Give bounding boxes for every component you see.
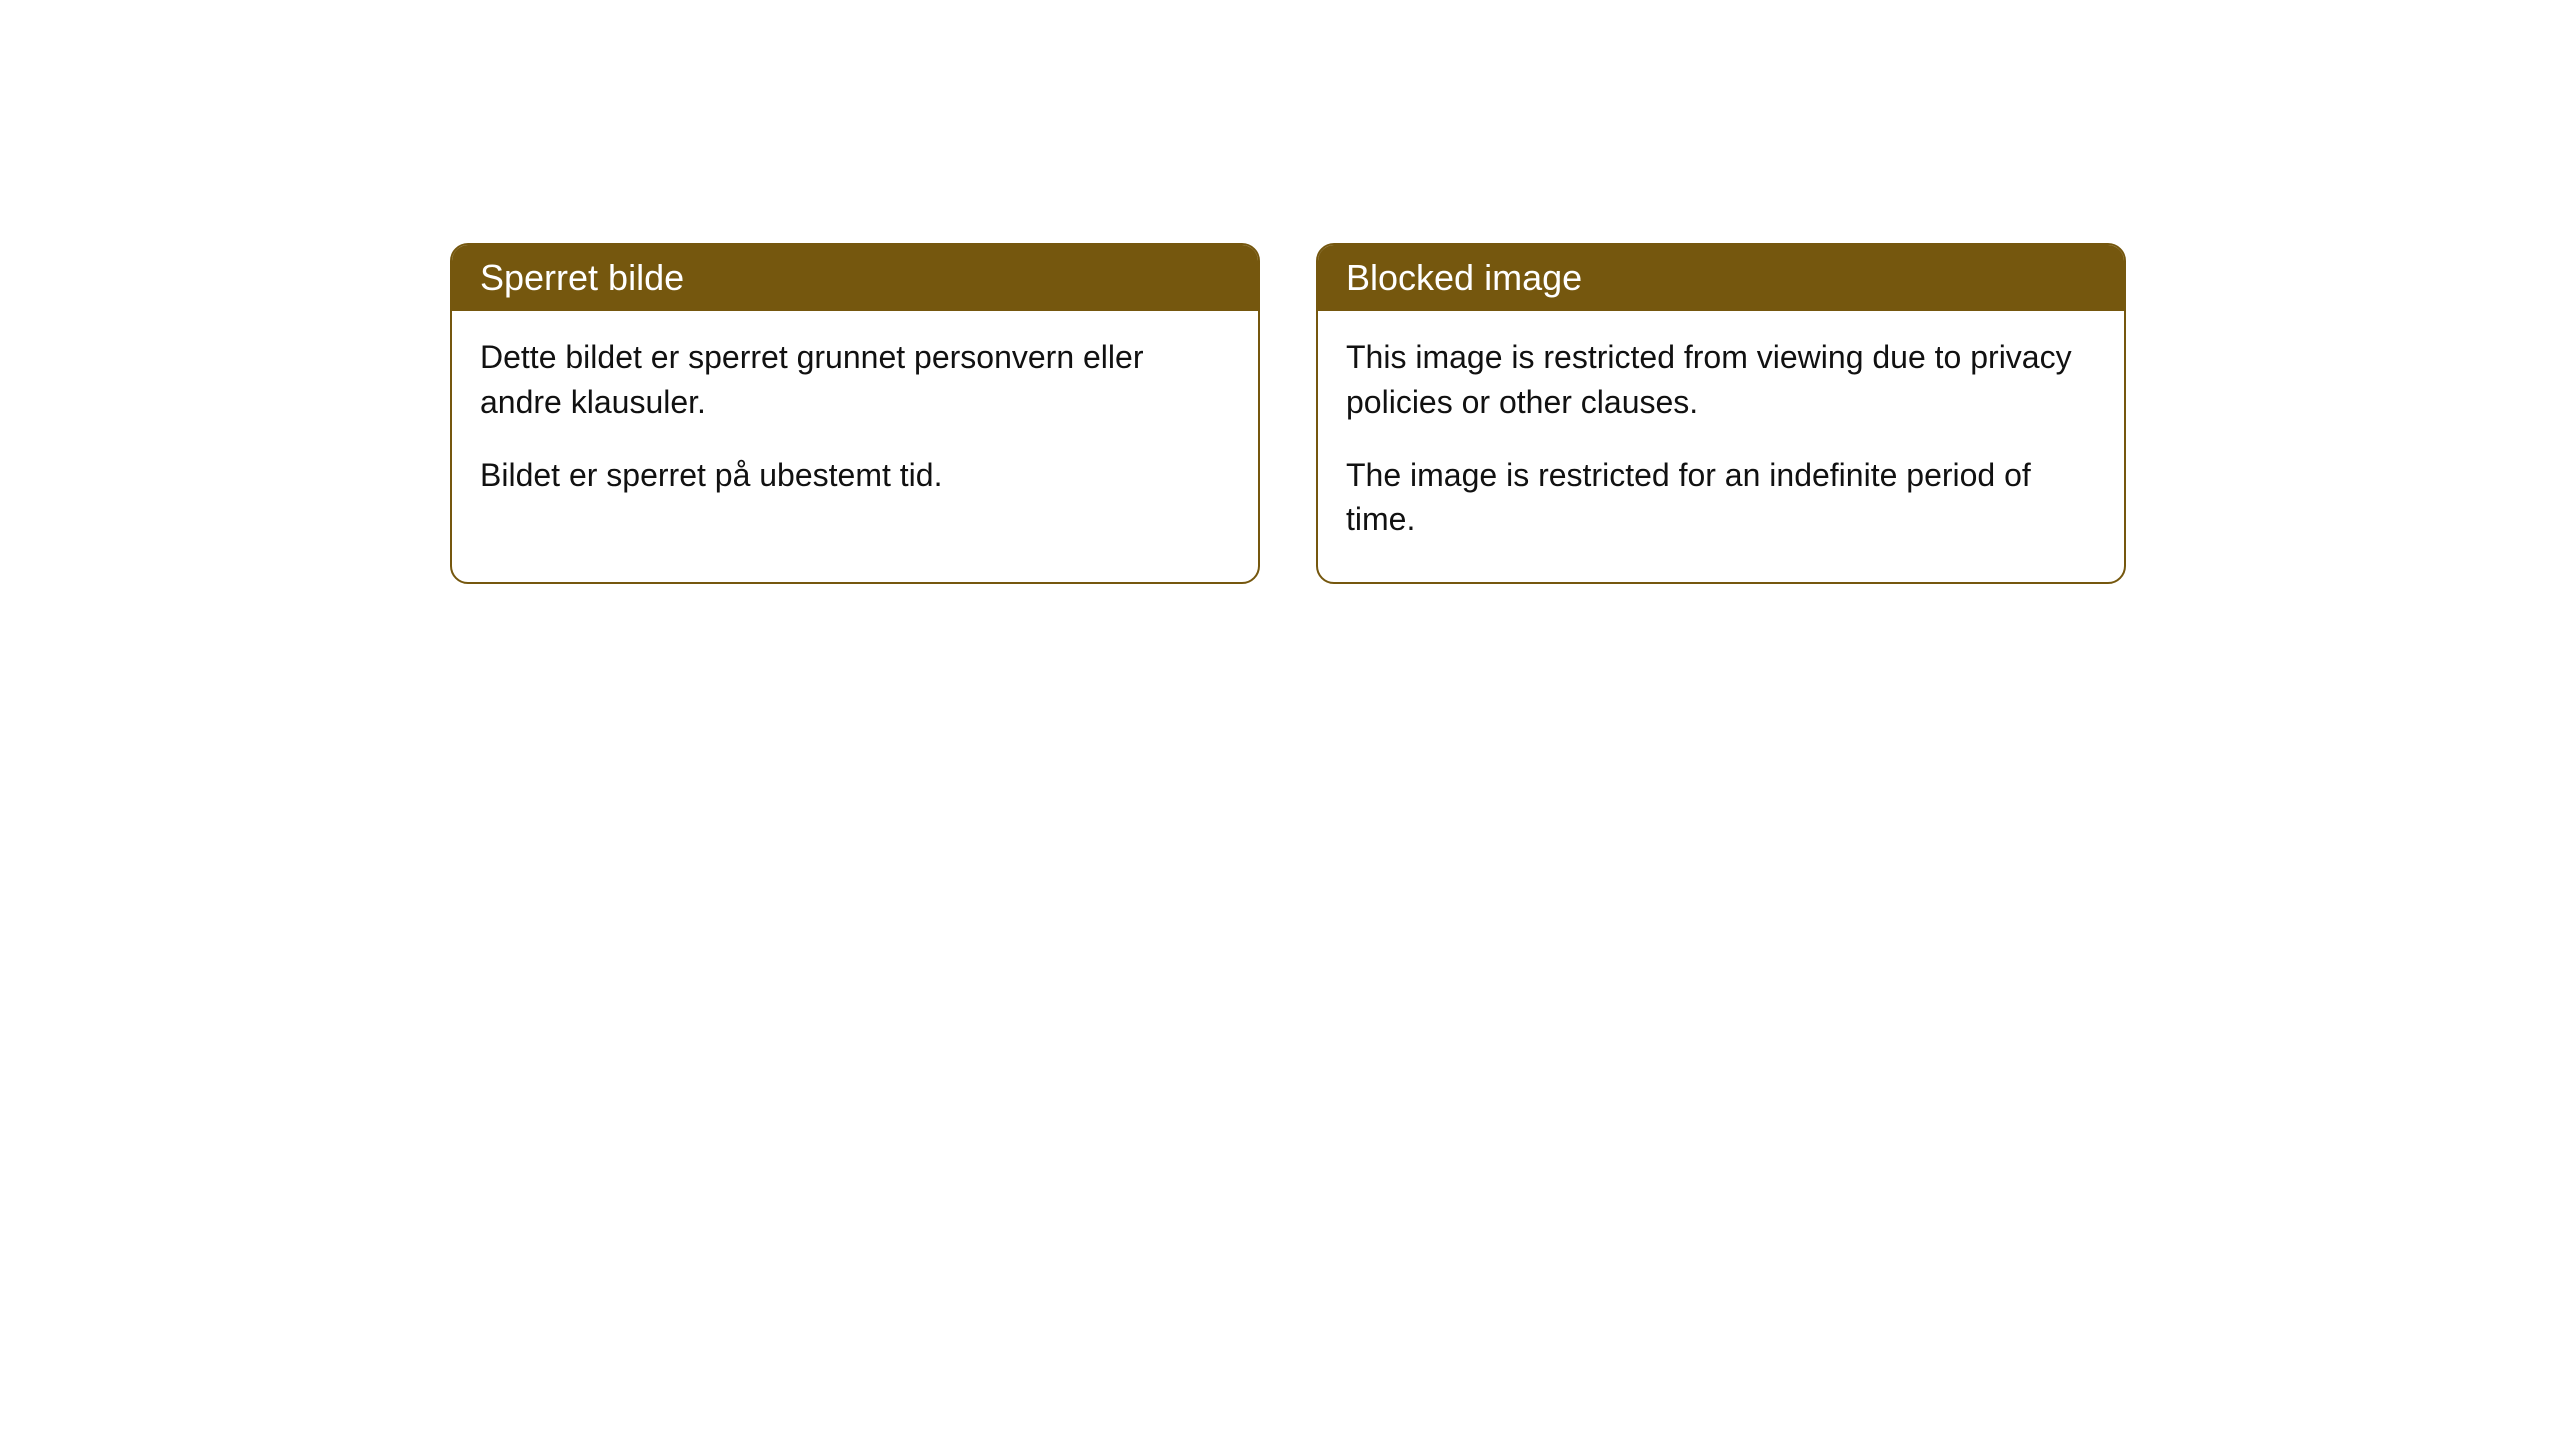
card-body-norwegian: Dette bildet er sperret grunnet personve… <box>452 311 1258 537</box>
card-body-english: This image is restricted from viewing du… <box>1318 311 2124 582</box>
card-paragraph: This image is restricted from viewing du… <box>1346 335 2096 425</box>
card-norwegian: Sperret bilde Dette bildet er sperret gr… <box>450 243 1260 584</box>
card-paragraph: The image is restricted for an indefinit… <box>1346 453 2096 543</box>
card-header-norwegian: Sperret bilde <box>452 245 1258 311</box>
card-english: Blocked image This image is restricted f… <box>1316 243 2126 584</box>
card-header-english: Blocked image <box>1318 245 2124 311</box>
card-paragraph: Dette bildet er sperret grunnet personve… <box>480 335 1230 425</box>
card-paragraph: Bildet er sperret på ubestemt tid. <box>480 453 1230 498</box>
cards-container: Sperret bilde Dette bildet er sperret gr… <box>450 243 2126 584</box>
